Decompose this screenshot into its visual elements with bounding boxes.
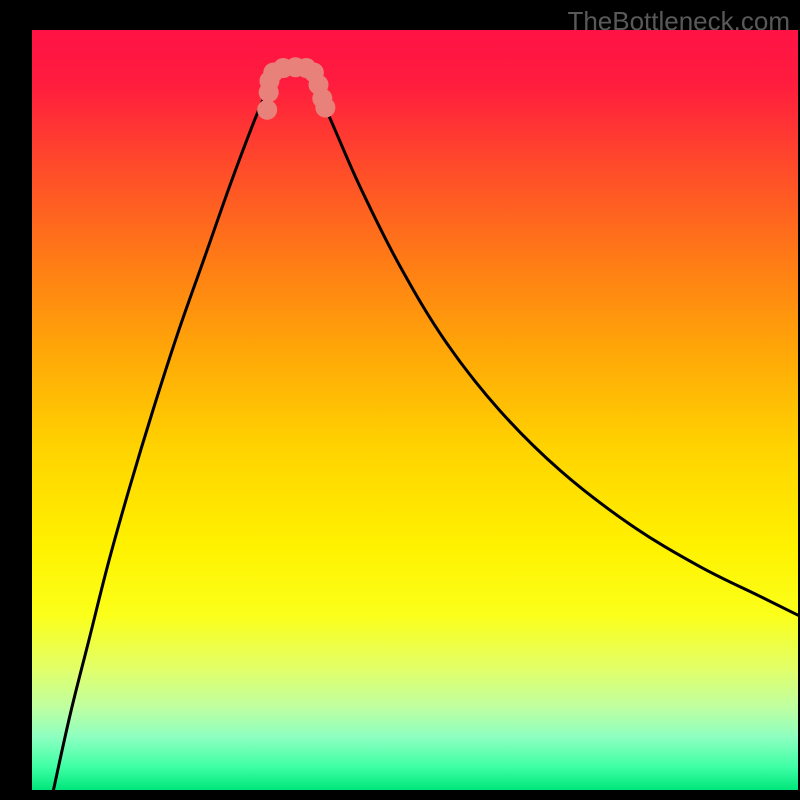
- marker-dot: [315, 98, 335, 118]
- chart-frame: TheBottleneck.com: [0, 0, 800, 800]
- watermark-text: TheBottleneck.com: [567, 6, 790, 37]
- marker-dot: [257, 100, 277, 120]
- bottleneck-chart: [0, 0, 800, 800]
- chart-background: [32, 30, 798, 790]
